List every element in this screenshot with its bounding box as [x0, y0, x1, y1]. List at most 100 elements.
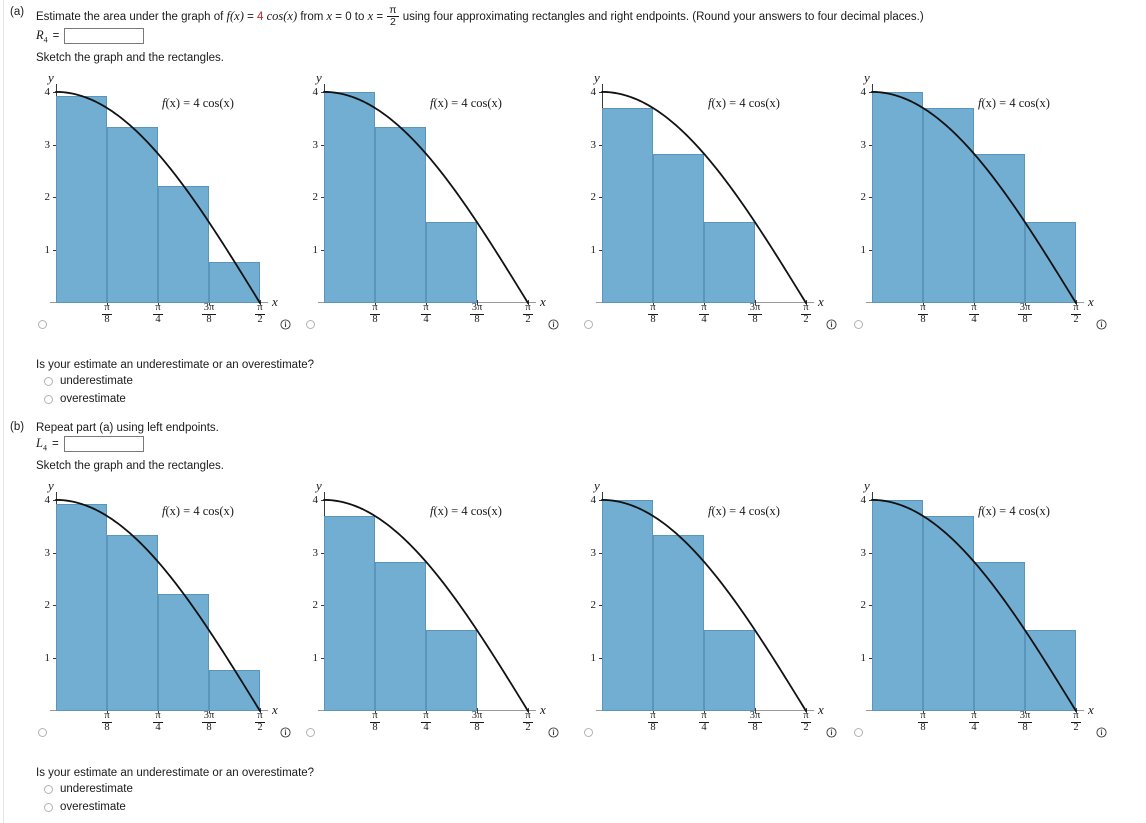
radio-button[interactable] [44, 784, 53, 794]
y-tick-mark [599, 552, 603, 554]
fraction-denominator: 2 [1071, 313, 1081, 326]
x-tick-label: 3π 8 [464, 710, 490, 734]
x-axis-label: x [818, 702, 824, 717]
y-tick-mark [53, 144, 57, 146]
fraction-denominator: 2 [801, 313, 811, 326]
fraction-denominator: 8 [469, 313, 485, 326]
x-tick-mark [477, 300, 478, 305]
rectangle-bar [653, 153, 704, 303]
rectangle-bar [923, 515, 974, 711]
rectangle-bar [375, 561, 426, 711]
rectangle-bar [158, 593, 209, 711]
graph-panel-b1[interactable]: y x 1 2 3 4 π 8 π 4 3π 8 π 2 f(x) = 4 cos(x) [22, 478, 298, 738]
graph-panel-b4[interactable]: y x 1 2 3 4 π 8 π 4 3π 8 π 2 f(x) = 4 cos(x) [838, 478, 1114, 738]
graph-choice-radio-b1[interactable] [38, 728, 47, 737]
info-icon[interactable] [280, 727, 291, 738]
fraction: 3π 8 [747, 710, 763, 733]
part-b-answer-input[interactable] [63, 436, 144, 453]
rectangle-bar [56, 503, 107, 711]
part-a-option-1[interactable]: overestimate [44, 393, 126, 405]
graph-choice-radio-b2[interactable] [306, 728, 315, 737]
rectangle-bar [704, 222, 755, 303]
graph-panel-b3[interactable]: y x 1 2 3 4 π 8 π 4 3π 8 π 2 f(x) = 4 cos(x) [568, 478, 844, 738]
radio-button[interactable] [44, 376, 53, 386]
rectangle-bar [872, 499, 923, 711]
fraction-numerator: π [1073, 302, 1079, 313]
fraction: 3π 8 [747, 302, 763, 325]
graph-panel-a3[interactable]: y x 1 2 3 4 π 8 π 4 3π 8 π 2 f(x) = 4 cos(x) [568, 70, 844, 330]
rectangle-bar [107, 127, 158, 303]
radio-button[interactable] [44, 802, 53, 812]
graph-choice-radio-a4[interactable] [854, 320, 863, 329]
graph-choice-radio-a1[interactable] [38, 320, 47, 329]
fraction-numerator: π [389, 4, 397, 16]
function-curve [601, 91, 807, 304]
graph-choice-radio-b3[interactable] [584, 728, 593, 737]
y-tick-label: 4 [312, 493, 319, 506]
y-tick-mark [321, 144, 325, 146]
info-icon[interactable] [1096, 319, 1107, 330]
fraction-denominator: 8 [1017, 721, 1033, 734]
graph-panel-a2[interactable]: y x 1 2 3 4 π 8 π 4 3π 8 π 2 f(x) = 4 cos(x) [290, 70, 566, 330]
info-icon[interactable] [826, 727, 837, 738]
info-icon[interactable] [548, 727, 559, 738]
graph-choice-radio-a3[interactable] [584, 320, 593, 329]
fraction: 3π 8 [1017, 710, 1033, 734]
x-axis-label: x [540, 702, 546, 717]
graph-choice-radio-b4[interactable] [854, 728, 863, 737]
graph-panel-b2[interactable]: y x 1 2 3 4 π 8 π 4 3π 8 π 2 f(x) = 4 cos(x) [290, 478, 566, 738]
graph-panel-a4[interactable]: y x 1 2 3 4 π 8 π 4 3π 8 π 2 f(x) = 4 cos(x) [838, 70, 1114, 330]
part-b-sketch-label: Sketch the graph and the rectangles. [36, 460, 224, 472]
y-axis-label: y [594, 70, 600, 85]
function-label: f(x) = 4 cos(x) [978, 96, 1050, 110]
graph-choice-radio-a2[interactable] [306, 320, 315, 329]
x-axis-label: x [1088, 702, 1094, 717]
info-icon[interactable] [280, 319, 291, 330]
y-tick-label: 2 [44, 191, 51, 204]
y-tick-label: 2 [312, 599, 319, 612]
info-icon[interactable] [1096, 727, 1107, 738]
fraction-numerator: π [971, 710, 977, 721]
fraction-numerator: π [423, 710, 429, 721]
part-b-option-1[interactable]: overestimate [44, 801, 126, 813]
y-axis-label: y [594, 478, 600, 493]
info-icon[interactable] [548, 319, 559, 330]
part-a-option-0[interactable]: underestimate [44, 375, 133, 387]
option-label: underestimate [60, 783, 133, 795]
radio-button[interactable] [44, 394, 53, 404]
fraction: 3π 8 [469, 710, 485, 733]
y-tick-mark [321, 197, 325, 199]
part-b-option-0[interactable]: underestimate [44, 783, 133, 795]
part-a-answer-input[interactable] [64, 28, 145, 45]
y-axis-label: y [48, 478, 54, 493]
y-tick-mark [321, 605, 325, 607]
rectangle-bar [974, 561, 1025, 711]
y-tick-mark [599, 499, 603, 501]
fraction-denominator: 8 [648, 721, 658, 734]
part-a-answer-row: R4 = [36, 28, 145, 45]
x-tick-label: 3π 8 [742, 302, 768, 326]
rectangle-bar [324, 91, 375, 303]
y-tick-mark [869, 144, 873, 146]
y-tick-label: 4 [312, 85, 319, 98]
fraction-denominator: 4 [153, 313, 163, 326]
graph-panel-a1[interactable]: y x 1 2 3 4 π 8 π 4 3π 8 π 2 f(x) = 4 cos(x) [22, 70, 298, 330]
info-icon[interactable] [826, 319, 837, 330]
fraction-denominator: 2 [523, 721, 533, 734]
function-curve [601, 499, 807, 712]
y-tick-label: 3 [44, 546, 51, 559]
rectangle-bar [602, 107, 653, 303]
y-axis-label: y [316, 70, 322, 85]
